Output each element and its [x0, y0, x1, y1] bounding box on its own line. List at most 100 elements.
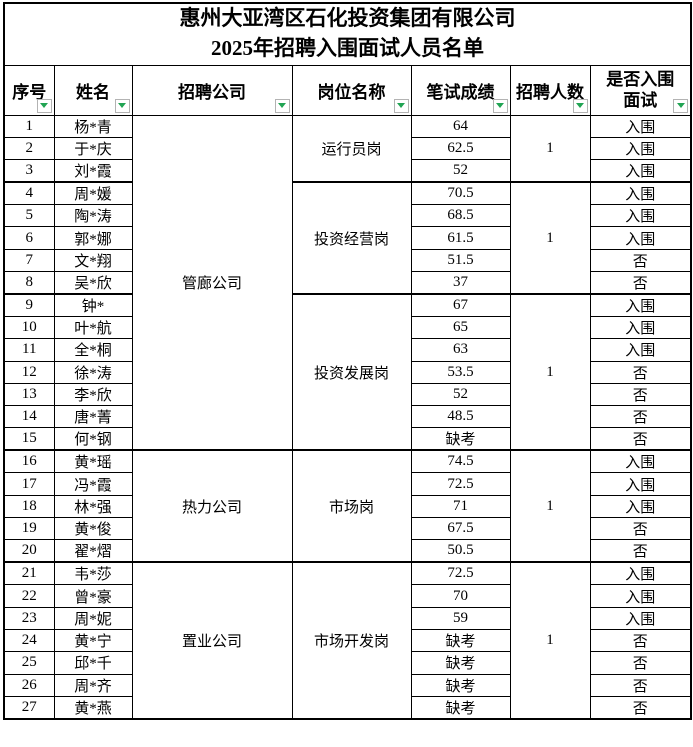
- status-cell: 否: [589, 427, 692, 451]
- name-cell: 于*庆: [53, 136, 133, 161]
- status-cell: 否: [589, 539, 692, 563]
- status-cell: 否: [589, 360, 692, 384]
- table-row: 18 林*强 71 入围: [3, 494, 692, 519]
- score-cell: 37: [410, 270, 511, 295]
- filter-dropdown-icon: [576, 103, 584, 108]
- score-cell: 59: [410, 606, 511, 630]
- filter-button-serial[interactable]: [36, 98, 52, 113]
- filter-dropdown-icon: [40, 103, 48, 108]
- filter-button-headcount[interactable]: [572, 98, 588, 113]
- status-cell: 否: [589, 270, 692, 295]
- serial-cell: 1: [3, 114, 55, 138]
- col-header-name: 姓名: [53, 64, 133, 116]
- table-row: 22 曾*豪 70 入围: [3, 584, 692, 608]
- score-cell: 51.5: [410, 248, 511, 272]
- header-row: 序号 姓名 招聘公司 岗位名称 笔试成绩 招聘人数 是否入围 面试: [3, 64, 692, 116]
- company-cell: 热力公司: [131, 449, 293, 563]
- name-cell: 李*欣: [53, 382, 133, 407]
- table-row: 5 陶*涛 68.5 入围: [3, 204, 692, 228]
- status-cell: 入围: [589, 472, 692, 496]
- filter-button-score[interactable]: [492, 98, 508, 113]
- table-title: 惠州大亚湾区石化投资集团有限公司 2025年招聘入围面试人员名单: [3, 2, 692, 66]
- status-cell: 否: [589, 673, 692, 697]
- col-header-headcount: 招聘人数: [509, 64, 591, 116]
- serial-cell: 20: [3, 539, 55, 563]
- score-cell: 71: [410, 494, 511, 519]
- col-header-position: 岗位名称: [291, 64, 412, 116]
- score-cell: 缺考: [410, 651, 511, 675]
- score-cell: 53.5: [410, 360, 511, 384]
- status-cell: 入围: [589, 136, 692, 161]
- status-cell: 入围: [589, 606, 692, 630]
- score-cell: 缺考: [410, 628, 511, 653]
- name-cell: 邱*千: [53, 651, 133, 675]
- table-row: 19 黄*俊 67.5 否: [3, 517, 692, 541]
- table-row: 17 冯*霞 72.5 入围: [3, 472, 692, 496]
- score-cell: 68.5: [410, 204, 511, 228]
- name-cell: 黄*俊: [53, 517, 133, 541]
- score-cell: 72.5: [410, 472, 511, 496]
- serial-cell: 17: [3, 472, 55, 496]
- table-row: 4 周*媛 投资经营岗 70.5 1 入围: [3, 181, 692, 295]
- score-cell: 缺考: [410, 427, 511, 451]
- headcount-cell: 1: [509, 449, 591, 563]
- filter-button-name[interactable]: [114, 98, 130, 113]
- name-cell: 文*翔: [53, 248, 133, 272]
- headcount-cell: 1: [509, 292, 591, 451]
- status-cell: 入围: [589, 159, 692, 183]
- table-row: 1 杨*青 管廊公司 运行员岗 64 1 入围: [3, 114, 692, 451]
- title-line-2: 2025年招聘入围面试人员名单: [211, 36, 485, 61]
- status-cell: 否: [589, 517, 692, 541]
- status-cell: 否: [589, 382, 692, 407]
- serial-cell: 23: [3, 606, 55, 630]
- filter-button-company[interactable]: [274, 98, 290, 113]
- serial-cell: 18: [3, 494, 55, 519]
- status-cell: 否: [589, 651, 692, 675]
- table-row: 25 邱*千 缺考 否: [3, 651, 692, 675]
- status-cell: 入围: [589, 338, 692, 362]
- status-cell: 入围: [589, 315, 692, 340]
- filter-dropdown-icon: [496, 103, 504, 108]
- score-cell: 63: [410, 338, 511, 362]
- table-row: 14 唐*菁 48.5 否: [3, 405, 692, 429]
- headcount-cell: 1: [509, 561, 591, 720]
- table-row: 24 黄*宁 缺考 否: [3, 628, 692, 653]
- name-cell: 杨*青: [53, 114, 133, 138]
- name-cell: 黄*宁: [53, 628, 133, 653]
- table-row: 6 郭*娜 61.5 入围: [3, 226, 692, 250]
- score-cell: 70: [410, 584, 511, 608]
- serial-cell: 25: [3, 651, 55, 675]
- serial-cell: 6: [3, 226, 55, 250]
- filter-dropdown-icon: [278, 103, 286, 108]
- name-cell: 周*妮: [53, 606, 133, 630]
- status-cell: 入围: [589, 181, 692, 206]
- status-cell: 入围: [589, 449, 692, 474]
- filter-button-shortlist[interactable]: [673, 98, 689, 113]
- table-row: 13 李*欣 52 否: [3, 382, 692, 407]
- col-header-shortlist: 是否入围 面试: [589, 64, 692, 116]
- serial-cell: 21: [3, 561, 55, 586]
- score-cell: 64: [410, 114, 511, 138]
- table-row: 27 黄*燕 缺考 否: [3, 695, 692, 720]
- name-cell: 黄*燕: [53, 695, 133, 720]
- score-cell: 67: [410, 293, 511, 317]
- score-cell: 48.5: [410, 405, 511, 429]
- company-cell: 置业公司: [131, 561, 293, 720]
- score-cell: 52: [410, 159, 511, 183]
- score-cell: 70.5: [410, 181, 511, 206]
- serial-cell: 15: [3, 427, 55, 451]
- table-row: 21 韦*莎 置业公司 市场开发岗 72.5 1 入围: [3, 561, 692, 720]
- title-line-1: 惠州大亚湾区石化投资集团有限公司: [179, 6, 516, 31]
- col-header-position-label: 岗位名称: [317, 82, 386, 102]
- score-cell: 50.5: [410, 539, 511, 563]
- score-cell: 62.5: [410, 136, 511, 161]
- serial-cell: 12: [3, 360, 55, 384]
- serial-cell: 7: [3, 248, 55, 272]
- serial-cell: 24: [3, 628, 55, 653]
- serial-cell: 22: [3, 584, 55, 608]
- serial-cell: 2: [3, 136, 55, 161]
- filter-button-position[interactable]: [393, 98, 409, 113]
- name-cell: 周*媛: [53, 181, 133, 206]
- table-row: 8 吴*欣 37 否: [3, 270, 692, 295]
- position-cell: 市场开发岗: [291, 561, 412, 720]
